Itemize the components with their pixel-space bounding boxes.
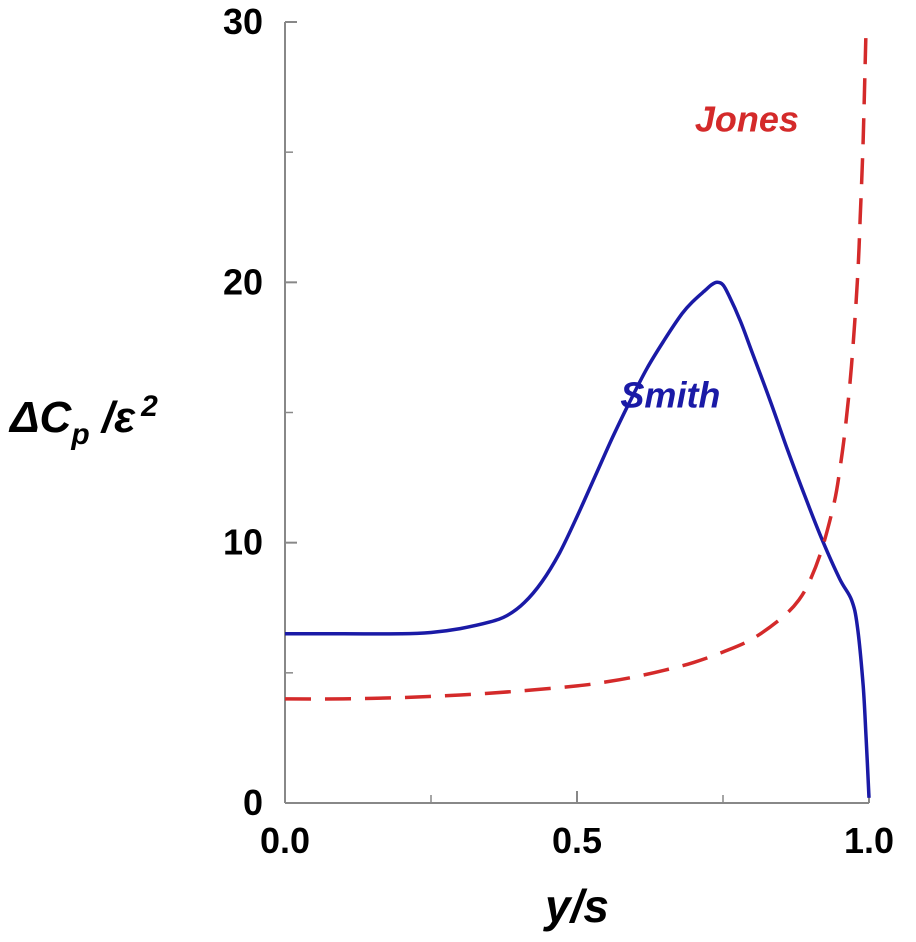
- y-title-superscript: 2: [140, 390, 158, 423]
- y-title-epsilon: ε: [114, 393, 136, 442]
- y-title-c: C: [40, 393, 73, 442]
- plot-area: 0 10 20 30 0.0 0.5 1.0 Smith Jones: [223, 1, 894, 861]
- x-axis-title: y/s: [543, 880, 609, 932]
- y-tick-label: 0: [243, 782, 263, 823]
- x-tick-label: 0.0: [260, 820, 310, 861]
- y-title-subscript: p: [70, 418, 89, 451]
- series-label-smith: Smith: [620, 374, 720, 415]
- series-line-smith: [285, 280, 871, 798]
- series-layer: [284, 27, 871, 798]
- y-title-slash: /: [90, 393, 119, 442]
- series-label-jones: Jones: [695, 98, 799, 139]
- y-title-delta: Δ: [8, 393, 40, 442]
- y-axis-title: ΔCp /ε 2: [8, 390, 158, 451]
- series-labels: Smith Jones: [620, 98, 798, 415]
- y-tick-label: 20: [223, 261, 263, 302]
- y-tick-label: 30: [223, 1, 263, 42]
- x-tick-label: 1.0: [844, 820, 894, 861]
- ticks: [284, 21, 870, 804]
- tick-labels: 0 10 20 30 0.0 0.5 1.0: [223, 1, 894, 861]
- x-tick-label: 0.5: [552, 820, 602, 861]
- y-tick-label: 10: [223, 522, 263, 563]
